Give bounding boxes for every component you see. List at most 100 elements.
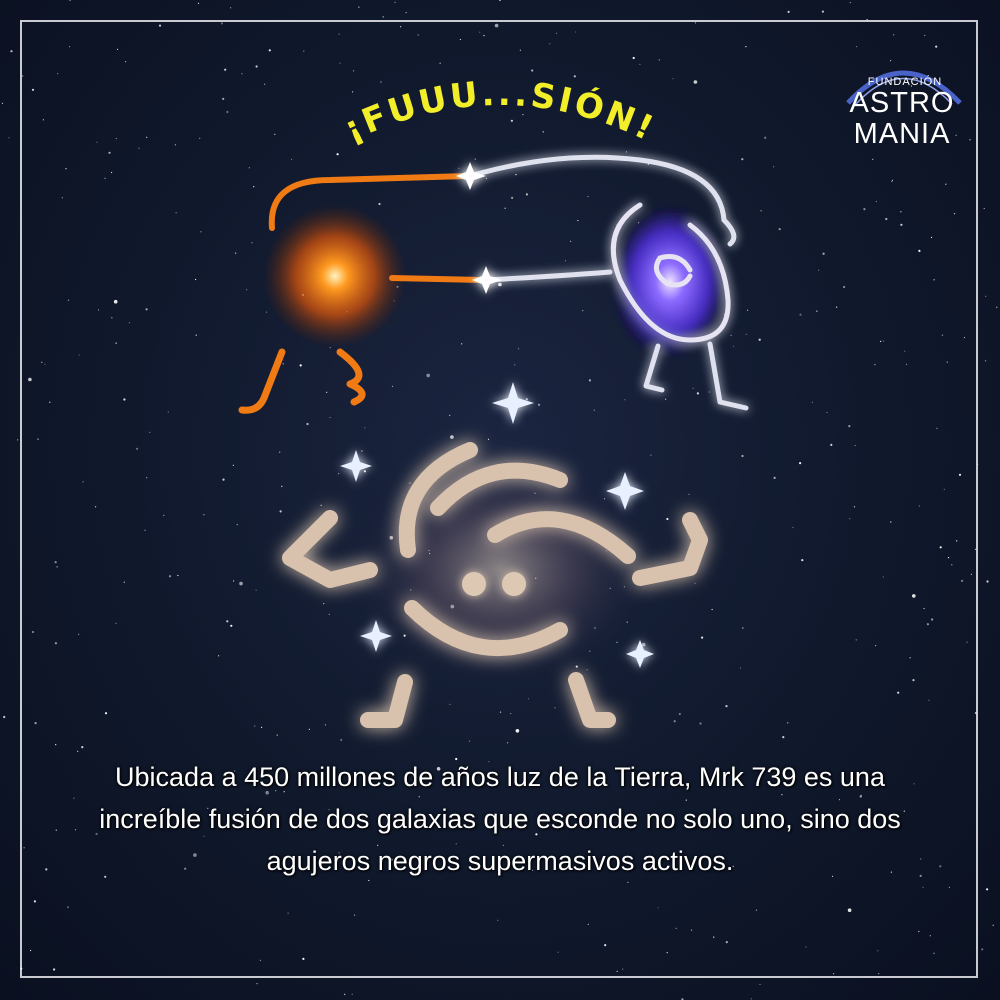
background-star — [203, 835, 205, 837]
background-star — [54, 561, 57, 564]
merged-eye-right — [502, 572, 526, 596]
background-star — [912, 679, 915, 682]
background-star — [31, 88, 35, 91]
background-star — [732, 865, 734, 867]
background-star — [222, 478, 225, 481]
background-star — [586, 669, 588, 671]
background-star — [282, 363, 284, 365]
blue-leg-left — [643, 343, 665, 393]
background-star — [625, 151, 628, 153]
background-star — [504, 207, 506, 209]
background-star — [251, 242, 253, 244]
background-star — [951, 564, 953, 566]
background-star — [799, 462, 802, 465]
background-star — [146, 136, 148, 138]
background-star — [924, 34, 926, 37]
background-star — [436, 767, 441, 771]
background-star — [918, 249, 921, 252]
background-star — [268, 49, 271, 52]
background-star — [641, 642, 646, 647]
background-star — [675, 927, 677, 930]
background-star — [368, 879, 370, 882]
background-star — [497, 919, 499, 921]
background-star — [665, 398, 667, 400]
background-star — [792, 526, 794, 529]
background-star — [593, 409, 595, 411]
background-star — [955, 134, 957, 136]
background-star — [320, 504, 322, 506]
background-star — [575, 31, 577, 33]
background-star — [935, 45, 938, 48]
background-star — [111, 171, 113, 174]
sparkle-icon — [340, 450, 372, 482]
background-star — [281, 485, 283, 487]
fundacion-astromania-logo: FUNDACIÓN ASTRO MANIA — [838, 48, 968, 149]
background-star — [537, 403, 541, 406]
background-star — [730, 334, 732, 336]
background-star — [913, 783, 915, 785]
background-star — [882, 576, 884, 578]
orange-galaxy-core — [263, 204, 407, 348]
background-star — [77, 750, 79, 752]
background-star — [849, 1, 851, 4]
background-star — [67, 299, 70, 301]
background-star — [44, 363, 46, 365]
orange-arm-bottom — [389, 275, 485, 283]
background-star — [236, 524, 238, 526]
background-star — [963, 336, 966, 339]
background-star — [45, 868, 48, 871]
background-star — [872, 158, 874, 160]
merged-eye-left — [462, 572, 486, 596]
background-star — [123, 581, 125, 583]
background-star — [158, 24, 162, 27]
background-star — [241, 73, 243, 75]
background-star — [970, 573, 973, 576]
background-star — [741, 158, 744, 161]
background-star — [939, 865, 942, 868]
headline: ¡FUUU...SIÓN! — [340, 78, 659, 148]
background-star — [128, 322, 130, 324]
background-star — [855, 639, 857, 641]
background-star — [531, 69, 534, 72]
background-star — [287, 912, 289, 914]
background-star — [485, 177, 488, 180]
background-star — [893, 34, 895, 36]
merged-arm-left — [282, 510, 378, 588]
background-star — [61, 197, 63, 199]
background-star — [329, 416, 331, 419]
background-star — [125, 61, 127, 63]
background-star — [860, 794, 862, 796]
background-star — [82, 481, 84, 483]
background-star — [455, 757, 458, 761]
background-star — [115, 342, 117, 344]
background-star — [747, 309, 749, 311]
background-star — [55, 829, 57, 831]
background-star — [608, 866, 611, 868]
background-star — [104, 712, 108, 715]
background-star — [303, 50, 305, 52]
background-star — [115, 137, 117, 140]
background-star — [226, 110, 229, 114]
background-star — [909, 657, 911, 659]
background-star — [138, 147, 140, 149]
background-star — [877, 950, 879, 952]
background-star — [259, 959, 261, 962]
background-star — [136, 447, 139, 450]
background-star — [73, 797, 75, 799]
background-star — [502, 844, 504, 847]
background-star — [104, 875, 107, 878]
background-star — [200, 231, 202, 233]
background-star — [855, 46, 858, 48]
background-star — [741, 815, 743, 817]
background-star — [849, 518, 851, 520]
background-star — [853, 506, 856, 508]
background-star — [694, 582, 696, 584]
background-star — [885, 217, 888, 221]
background-star — [23, 847, 25, 849]
background-star — [115, 622, 117, 624]
background-star — [692, 387, 694, 389]
background-star — [555, 32, 558, 34]
background-star — [483, 35, 485, 37]
background-star — [1, 102, 4, 104]
